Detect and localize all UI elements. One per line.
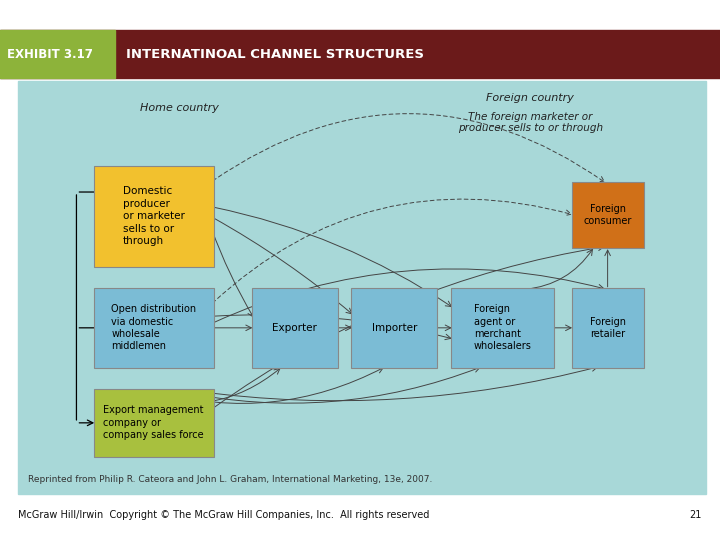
- Text: Home country: Home country: [140, 103, 219, 113]
- Text: Domestic
producer
or marketer
sells to or
through: Domestic producer or marketer sells to o…: [123, 186, 185, 246]
- FancyBboxPatch shape: [94, 287, 214, 368]
- Text: EXHIBIT 3.17: EXHIBIT 3.17: [7, 48, 93, 60]
- Text: The foreign marketer or
producer sells to or through: The foreign marketer or producer sells t…: [458, 111, 603, 133]
- Text: 21: 21: [690, 510, 702, 521]
- Text: McGraw Hill/Irwin  Copyright © The McGraw Hill Companies, Inc.  All rights reser: McGraw Hill/Irwin Copyright © The McGraw…: [18, 510, 429, 521]
- Text: Exporter: Exporter: [272, 323, 318, 333]
- FancyBboxPatch shape: [94, 166, 214, 267]
- Text: Foreign country: Foreign country: [486, 92, 574, 103]
- Text: Export management
company or
company sales force: Export management company or company sal…: [104, 406, 204, 440]
- FancyBboxPatch shape: [451, 287, 554, 368]
- FancyBboxPatch shape: [572, 287, 644, 368]
- Text: Foreign
retailer: Foreign retailer: [590, 316, 626, 339]
- Text: Foreign
consumer: Foreign consumer: [583, 204, 632, 226]
- FancyBboxPatch shape: [572, 182, 644, 248]
- FancyBboxPatch shape: [351, 287, 438, 368]
- FancyBboxPatch shape: [252, 287, 338, 368]
- Text: INTERNATINOAL CHANNEL STRUCTURES: INTERNATINOAL CHANNEL STRUCTURES: [126, 48, 424, 60]
- Text: Foreign
agent or
merchant
wholesalers: Foreign agent or merchant wholesalers: [474, 304, 531, 352]
- Bar: [0, 30, 115, 78]
- FancyBboxPatch shape: [94, 389, 214, 457]
- Text: Importer: Importer: [372, 323, 417, 333]
- Text: Reprinted from Philip R. Cateora and John L. Graham, International Marketing, 13: Reprinted from Philip R. Cateora and Joh…: [28, 475, 433, 484]
- Text: Open distribution
via domestic
wholesale
middlemen: Open distribution via domestic wholesale…: [111, 304, 197, 352]
